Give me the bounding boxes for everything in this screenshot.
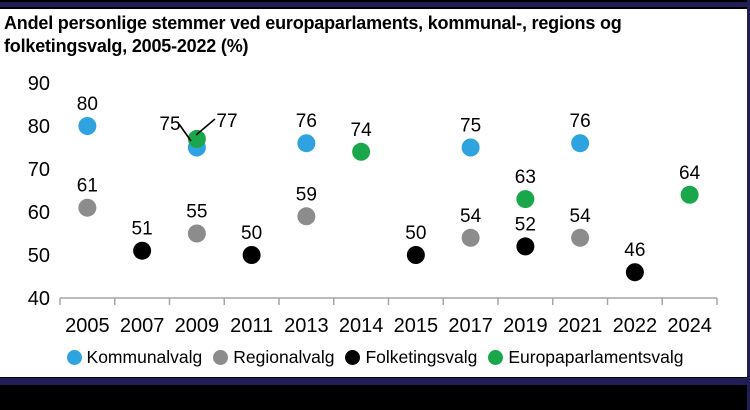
x-tick-label: 2009: [175, 315, 220, 337]
y-tick-label: 60: [28, 202, 50, 224]
data-label: 61: [77, 176, 98, 197]
annotation-leader-line: [178, 123, 192, 142]
legend-marker-icon: [345, 349, 361, 365]
x-tick-label: 2007: [120, 315, 165, 337]
legend-marker-icon: [66, 349, 82, 365]
bottom-border-navy: [0, 377, 750, 385]
scatter-chart: 90 80 70 60 50 40 2005 2007 2009 2011 2013 2014 2015…: [28, 73, 718, 337]
data-point: [78, 198, 97, 217]
legend-label: Europaparlamentsvalg: [508, 346, 684, 367]
data-point: [461, 138, 480, 157]
data-label: 75: [460, 116, 481, 137]
legend-item-kommunalvalg: Kommunalvalg: [66, 346, 203, 368]
data-point: [187, 224, 206, 243]
data-point: [297, 134, 316, 153]
data-point: [187, 129, 206, 148]
chart-title-line1: Andel personlige stemmer ved europaparla…: [4, 13, 622, 33]
data-label: 51: [132, 219, 153, 240]
data-label: 76: [570, 111, 591, 132]
data-label: 64: [679, 163, 701, 184]
x-tick-label: 2024: [667, 315, 712, 337]
legend-label: Folketingsvalg: [365, 346, 478, 367]
data-label: 54: [570, 206, 592, 227]
legend-item-europaparlamentsvalg: Europaparlamentsvalg: [488, 347, 683, 368]
x-tick-label: 2005: [65, 315, 110, 337]
data-label: 50: [405, 223, 426, 244]
data-point: [242, 246, 261, 264]
y-tick-label: 80: [28, 116, 50, 138]
right-border-bar: [747, 0, 750, 410]
annotation-label: 75: [159, 114, 180, 135]
x-tick-label: 2011: [230, 315, 273, 337]
top-border-bar: [0, 0, 750, 9]
y-tick-label: 70: [28, 159, 50, 181]
legend-label: Kommunalvalg: [86, 346, 203, 367]
data-label: 52: [515, 214, 536, 235]
chart-title-line2: folketingsvalg, 2005-2022 (%): [4, 36, 249, 56]
data-point: [78, 117, 97, 135]
data-point: [133, 241, 152, 260]
legend-marker-icon: [213, 349, 229, 365]
data-point: [516, 237, 535, 256]
data-label: 63: [515, 167, 536, 188]
x-tick-label: 2021: [558, 315, 603, 337]
data-point: [297, 207, 316, 226]
annotation-label: 77: [216, 111, 237, 132]
legend-item-folketingsvalg: Folketingsvalg: [345, 347, 477, 368]
data-label: 59: [296, 184, 317, 205]
chart-title: Andel personlige stemmer ved europaparla…: [4, 12, 724, 58]
y-tick-label: 50: [28, 245, 50, 267]
data-point: [680, 185, 699, 204]
data-point: [625, 263, 644, 282]
data-label: 54: [460, 206, 482, 227]
legend-label: Regionalvalg: [233, 346, 335, 367]
data-label: 50: [241, 223, 262, 244]
y-tick-label: 90: [28, 73, 50, 95]
data-point: [352, 142, 371, 161]
data-point: [571, 134, 590, 153]
x-tick-label: 2019: [503, 315, 548, 337]
data-label: 76: [296, 111, 317, 132]
chart-legend: Kommunalvalg Regionalvalg Folketingsvalg Eu…: [0, 343, 750, 371]
data-point: [406, 246, 425, 264]
data-label: 74: [351, 120, 373, 141]
bottom-border-black: [0, 385, 750, 410]
x-tick-label: 2017: [448, 315, 493, 337]
x-tick-label: 2022: [613, 315, 658, 337]
data-label: 80: [77, 94, 98, 115]
legend-item-regionalvalg: Regionalvalg: [213, 347, 334, 368]
y-tick-label: 40: [28, 288, 50, 310]
data-point: [516, 190, 535, 209]
x-tick-label: 2015: [394, 315, 439, 337]
data-point: [461, 228, 480, 247]
data-point: [571, 228, 590, 247]
data-label: 55: [186, 202, 207, 223]
data-label: 46: [624, 240, 645, 261]
x-tick-label: 2013: [284, 315, 329, 337]
annotation-leader-line: [195, 118, 216, 136]
legend-marker-icon: [488, 349, 504, 365]
x-tick-label: 2014: [339, 315, 384, 337]
